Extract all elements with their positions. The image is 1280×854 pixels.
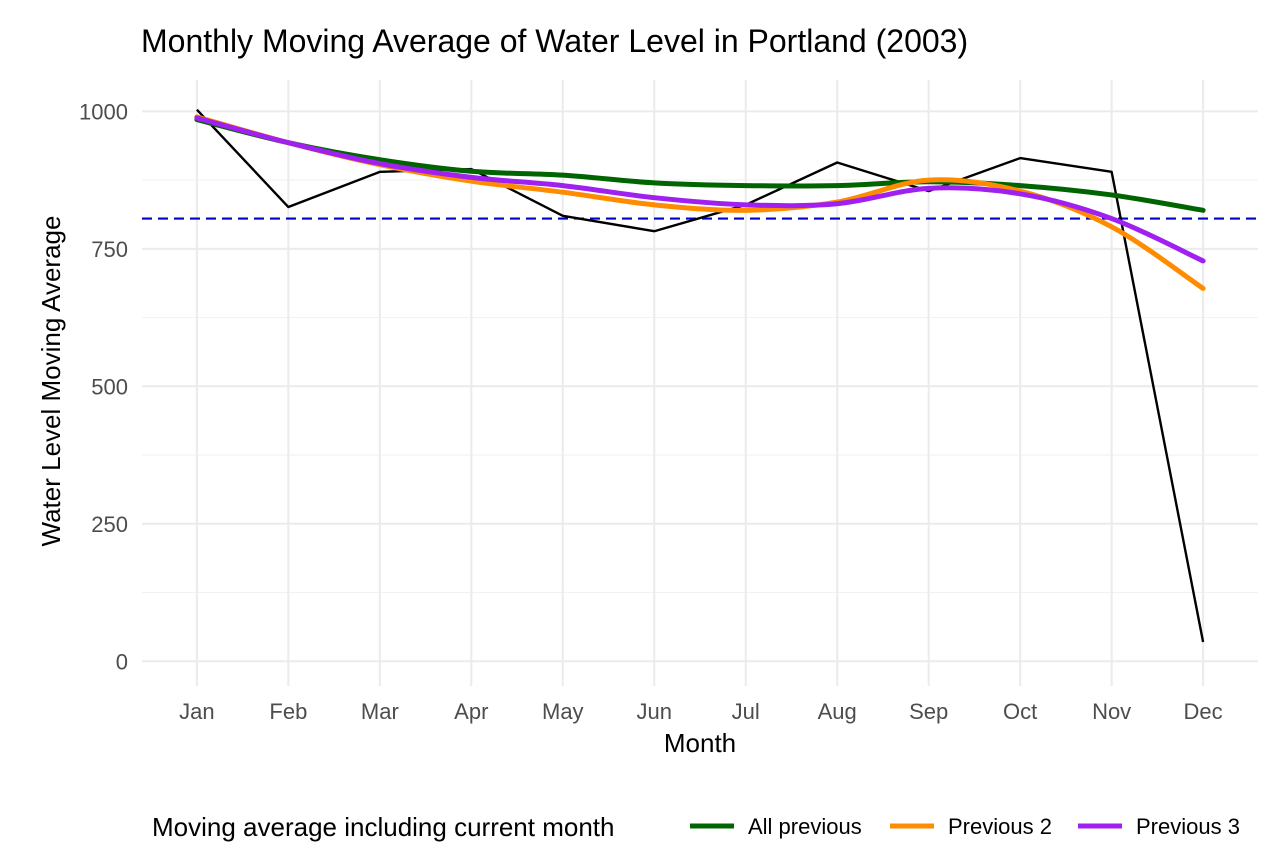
y-axis-tick-labels: 0 250 500 750 1000: [79, 99, 128, 674]
x-tick-label: Oct: [1003, 699, 1037, 724]
x-tick-label: Dec: [1184, 699, 1223, 724]
x-tick-label: Jan: [179, 699, 214, 724]
raw-water-level-line: [196, 108, 1205, 643]
raw-series-layer: [196, 108, 1205, 643]
legend-label: All previous: [748, 814, 862, 839]
x-tick-label: Mar: [361, 699, 399, 724]
x-tick-label: Feb: [269, 699, 307, 724]
y-tick-label: 500: [91, 374, 128, 399]
chart-title: Monthly Moving Average of Water Level in…: [141, 23, 968, 59]
grid-lines: [142, 80, 1258, 686]
x-axis-tick-labels: Jan Feb Mar Apr May Jun Jul Aug Sep Oct Nov Dec: [179, 699, 1223, 724]
x-tick-label: Jul: [732, 699, 760, 724]
series-line-all-previous: [194, 117, 1206, 213]
x-tick-label: Jun: [637, 699, 672, 724]
y-tick-label: 1000: [79, 99, 128, 124]
legend-title: Moving average including current month: [152, 812, 614, 842]
x-tick-label: Nov: [1092, 699, 1131, 724]
legend-label: Previous 3: [1136, 814, 1240, 839]
y-tick-label: 0: [116, 649, 128, 674]
y-axis-title: Water Level Moving Average: [36, 216, 66, 547]
series-layer: [194, 114, 1206, 291]
x-tick-label: Apr: [454, 699, 488, 724]
x-tick-label: Sep: [909, 699, 948, 724]
series-line-previous-3: [194, 115, 1206, 264]
legend-items: All previous Previous 2 Previous 3: [690, 814, 1240, 839]
legend-label: Previous 2: [948, 814, 1052, 839]
legend: Moving average including current month A…: [152, 812, 1240, 842]
x-tick-label: Aug: [818, 699, 857, 724]
plot-panel: [142, 80, 1258, 686]
y-tick-label: 750: [91, 237, 128, 262]
x-tick-label: May: [542, 699, 584, 724]
x-axis-title: Month: [664, 728, 736, 758]
y-tick-label: 250: [91, 512, 128, 537]
